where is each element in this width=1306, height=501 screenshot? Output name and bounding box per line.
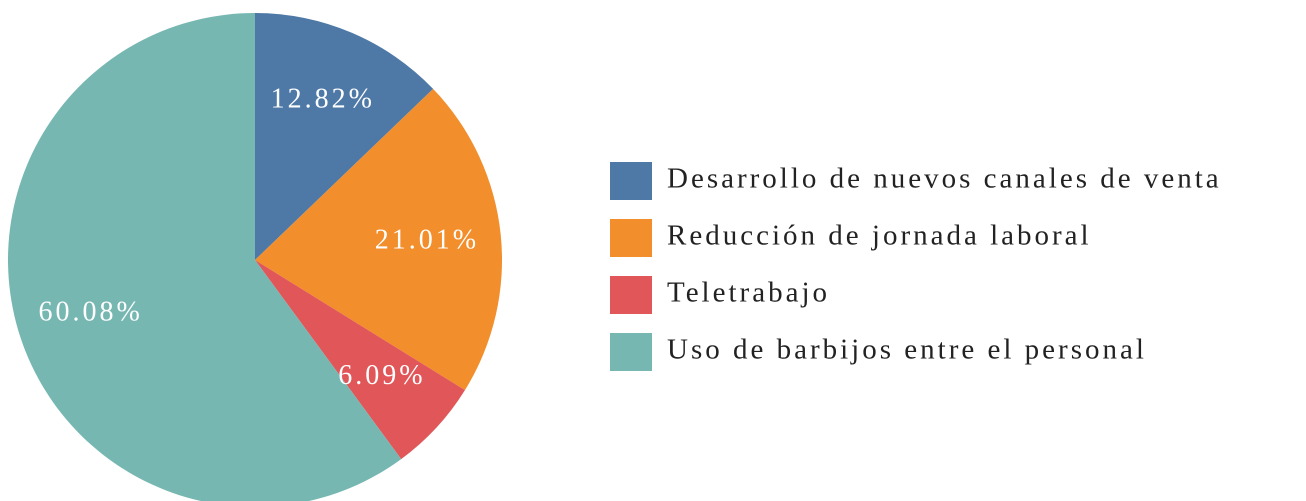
pie-slice [255, 88, 502, 391]
legend-swatch [610, 276, 652, 314]
slice-label: 21.01% [375, 224, 479, 255]
legend-label: Reducción de jornada laboral [667, 220, 1092, 252]
slice-label: 6.09% [338, 360, 425, 391]
legend-swatch [610, 333, 652, 371]
pie-slice [255, 260, 465, 460]
legend-label: Desarrollo de nuevos canales de venta [667, 163, 1222, 195]
legend-swatch [610, 162, 652, 200]
pie-slice [255, 13, 434, 260]
pie-slice [8, 13, 402, 501]
legend-label: Teletrabajo [667, 277, 830, 309]
legend-swatch [610, 219, 652, 257]
slice-label: 60.08% [39, 296, 143, 327]
slice-label: 12.82% [271, 83, 375, 114]
legend-label: Uso de barbijos entre el personal [667, 334, 1147, 366]
